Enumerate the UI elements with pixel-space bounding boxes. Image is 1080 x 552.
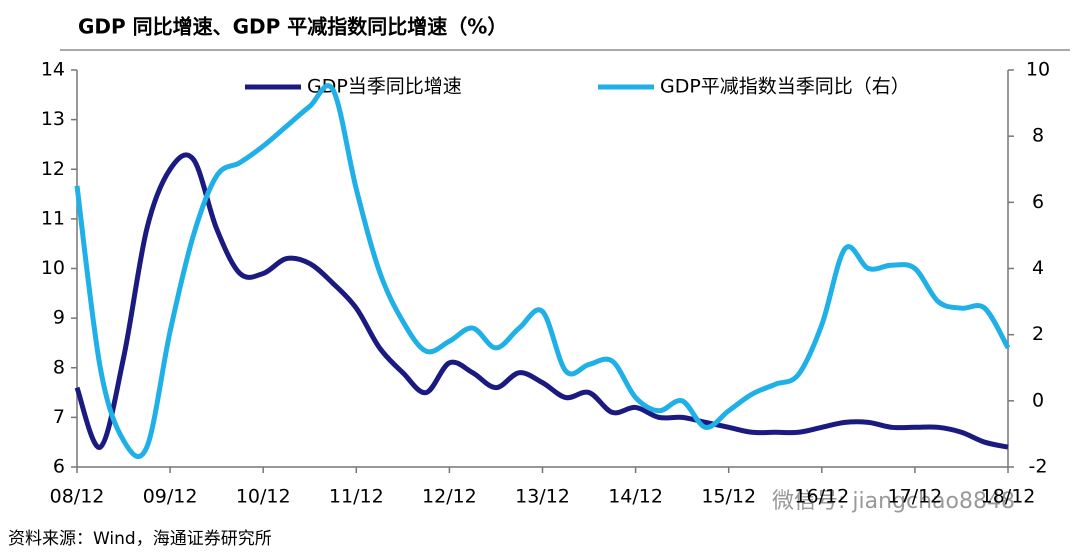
y-tick-label: 6 [53, 456, 65, 478]
y-tick-label: 11 [41, 207, 65, 229]
y2-tick-label: 0 [1032, 389, 1044, 411]
x-tick-label: 14/12 [608, 486, 663, 508]
y-tick-label: 9 [53, 307, 65, 329]
watermark: 微信号: jiangchao8848 [772, 489, 1015, 514]
y2-tick-label: 10 [1026, 59, 1050, 81]
y-tick-label: 13 [41, 108, 65, 130]
y-tick-label: 7 [53, 406, 65, 428]
x-tick-label: 08/12 [50, 486, 105, 508]
legend-label: GDP当季同比增速 [307, 76, 462, 98]
y2-tick-label: 6 [1032, 191, 1044, 213]
x-tick-label: 09/12 [143, 486, 198, 508]
x-tick-label: 11/12 [329, 486, 384, 508]
x-tick-label: 18/12 [981, 486, 1036, 508]
y-tick-label: 14 [41, 59, 65, 81]
series-line [74, 152, 1009, 450]
x-tick-label: 16/12 [794, 486, 849, 508]
y-tick-label: 10 [41, 257, 65, 279]
x-tick-label: 12/12 [422, 486, 477, 508]
y2-tick-label: 2 [1032, 323, 1044, 345]
y-tick-label: 8 [53, 356, 65, 378]
x-tick-label: 17/12 [888, 486, 943, 508]
y2-tick-label: 4 [1032, 257, 1044, 279]
y2-tick-label: -2 [1029, 456, 1048, 478]
chart-title: GDP 同比增速、GDP 平减指数同比增速（%） [78, 15, 507, 39]
legend-label: GDP平减指数当季同比（右） [660, 76, 910, 98]
y-tick-label: 12 [41, 158, 65, 180]
x-tick-label: 10/12 [236, 486, 291, 508]
series-line [74, 83, 1011, 459]
source: 资料来源：Wind，海通证券研究所 [8, 529, 272, 549]
y2-tick-label: 8 [1032, 125, 1044, 147]
x-tick-label: 15/12 [701, 486, 756, 508]
x-tick-label: 13/12 [515, 486, 570, 508]
